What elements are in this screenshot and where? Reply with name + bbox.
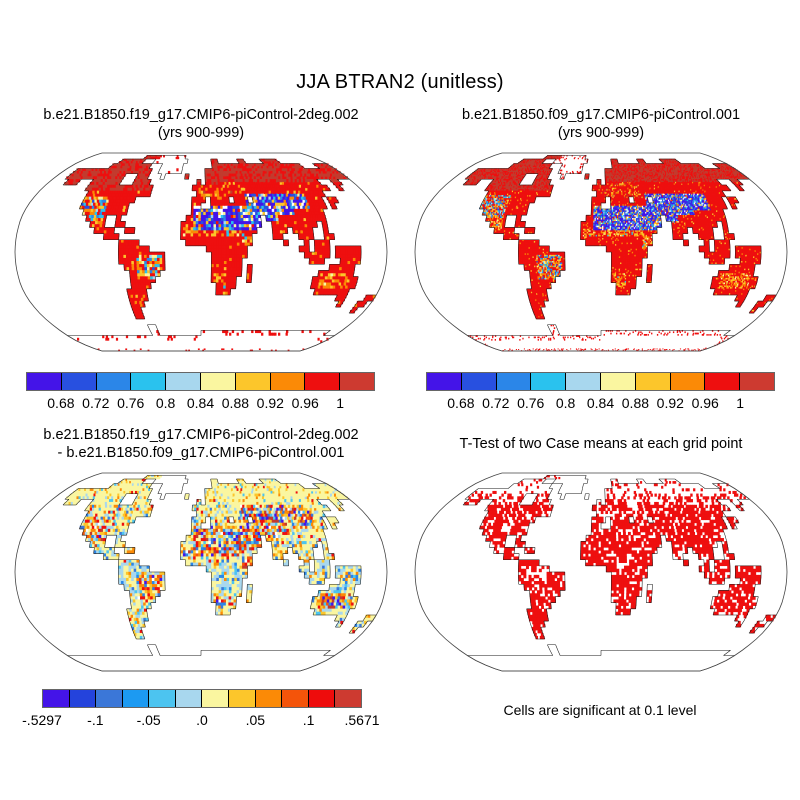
colorbar-segment [740, 373, 774, 390]
colorbar-segment [635, 373, 671, 390]
panel-c-title: b.e21.B1850.f19_g17.CMIP6-piControl-2deg… [1, 426, 401, 462]
ttest-significance-caption: Cells are significant at 0.1 level [503, 702, 697, 718]
colorbar-tick-label: 0.68 [47, 395, 75, 411]
colorbar-tick-label: 0.76 [517, 395, 545, 411]
colorbar-segment [461, 373, 497, 390]
colorbar-tick-label: -.05 [136, 712, 161, 728]
panel-d-ttest-label: T-Test of two Case means at each grid po… [459, 436, 743, 452]
colorbar-segment [27, 373, 62, 390]
colorbar-tick-label: 0.96 [691, 395, 719, 411]
colorbar-segment [566, 373, 601, 390]
colorbar-segment [149, 690, 176, 707]
panel-b-title: b.e21.B1850.f09_g17.CMIP6-piControl.001 … [401, 106, 800, 142]
colorbar-tick-label: 0.84 [586, 395, 615, 411]
panel-c-case1-label: b.e21.B1850.f19_g17.CMIP6-piControl-2deg… [43, 427, 359, 443]
colorbar-difference: -.5297 -.1 -.05 .0 .05 .1 .5671 [22, 689, 380, 728]
colorbar-tick-label: -.1 [87, 712, 104, 728]
colorbar-tick-label: 0.8 [155, 395, 176, 411]
colorbar-segment [122, 690, 150, 707]
colorbar-tick-label: 0.76 [117, 395, 145, 411]
colorbar-segment [305, 373, 341, 390]
colorbar-segment [427, 373, 462, 390]
colorbar-tick-label: 0.72 [482, 395, 510, 411]
panel-c-case2-label: - b.e21.B1850.f09_g17.CMIP6-piControl.00… [57, 445, 345, 461]
colorbar-tick-label: 0.88 [621, 395, 650, 411]
map-difference-canvas [14, 472, 388, 672]
colorbar-segment [531, 373, 567, 390]
colorbar-tick-label: 0.92 [256, 395, 284, 411]
colorbar-segment [96, 373, 132, 390]
colorbar-segment [496, 373, 532, 390]
colorbar-segments [42, 689, 362, 708]
colorbar-segment [175, 690, 203, 707]
colorbar-tick-label: 0.88 [221, 395, 250, 411]
colorbar-segments [426, 372, 775, 391]
colorbar-tick-label: .1 [302, 712, 315, 728]
colorbar-tick-label: .5671 [344, 712, 380, 728]
colorbar-segment [282, 690, 309, 707]
colorbar-tick-label: -.5297 [22, 712, 62, 728]
colorbar-case1: 0.68 0.72 0.76 0.8 0.84 0.88 0.92 0.96 1 [26, 372, 375, 411]
colorbar-segment [166, 373, 201, 390]
panel-a-title: b.e21.B1850.f19_g17.CMIP6-piControl-2deg… [1, 106, 401, 142]
colorbar-segment [229, 690, 256, 707]
panel-b-case-label: b.e21.B1850.f09_g17.CMIP6-piControl.001 [461, 107, 741, 123]
colorbar-segment [705, 373, 741, 390]
colorbar-segment [335, 690, 361, 707]
colorbar-segment [43, 690, 70, 707]
colorbar-segment [131, 373, 167, 390]
colorbar-segment [308, 690, 336, 707]
colorbar-tick-label: 0.96 [291, 395, 319, 411]
colorbar-segment [600, 373, 636, 390]
colorbar-segment [69, 690, 97, 707]
panel-a-case-label: b.e21.B1850.f19_g17.CMIP6-piControl-2deg… [43, 107, 359, 123]
colorbar-segment [670, 373, 706, 390]
colorbar-tick-label: 0.92 [656, 395, 684, 411]
colorbar-segment [255, 690, 283, 707]
colorbar-tick-label: .05 [245, 712, 266, 728]
colorbar-segment [202, 690, 230, 707]
colorbar-segment [340, 373, 374, 390]
map-case1-canvas [14, 152, 388, 352]
colorbar-segment [270, 373, 306, 390]
colorbar-tick-label: 0.8 [555, 395, 576, 411]
colorbar-segment [96, 690, 123, 707]
colorbar-tick-label: 0.68 [447, 395, 475, 411]
colorbar-tick-label: 1 [736, 395, 744, 411]
colorbar-segment [200, 373, 236, 390]
figure-title: JJA BTRAN2 (unitless) [296, 71, 504, 93]
colorbar-segment [235, 373, 271, 390]
colorbar-tick-label: 1 [336, 395, 344, 411]
colorbar-case2: 0.68 0.72 0.76 0.8 0.84 0.88 0.92 0.96 1 [426, 372, 775, 411]
map-ttest-canvas [414, 472, 788, 672]
colorbar-tick-label: .0 [196, 712, 208, 728]
panel-d-title: T-Test of two Case means at each grid po… [401, 435, 800, 453]
colorbar-segment [61, 373, 97, 390]
panel-b-years-label: (yrs 900-999) [557, 125, 645, 141]
colorbar-tick-label: 0.72 [82, 395, 110, 411]
map-case2-canvas [414, 152, 788, 352]
colorbar-tick-label: 0.84 [186, 395, 215, 411]
panel-a-years-label: (yrs 900-999) [157, 125, 245, 141]
colorbar-segments [26, 372, 375, 391]
